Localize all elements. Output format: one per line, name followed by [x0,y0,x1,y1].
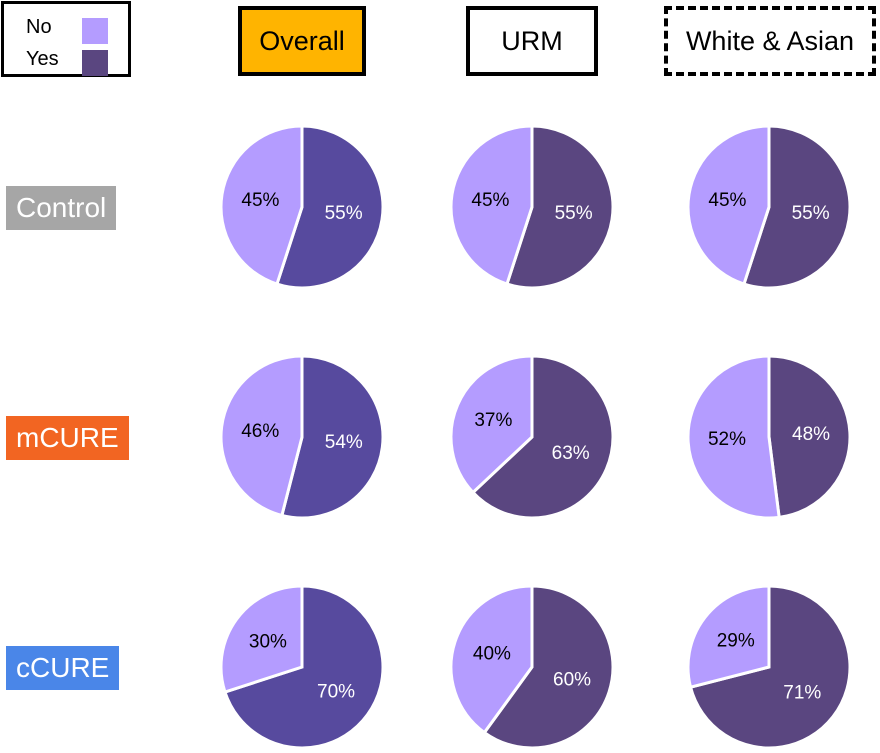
pie-ccure-overall-yes-label: 70% [317,681,355,702]
pie-mcure-white-asian: 52% 48% [686,354,852,520]
pie-mcure-overall: 46% 54% [219,354,385,520]
pie-control-urm: 45% 55% [449,124,615,290]
pie-control-white-asian: 45% 55% [686,124,852,290]
pie-mcure-urm-yes-slice [470,354,615,520]
pie-mcure-urm: 37% 63% [449,354,615,520]
pie-ccure-overall: 30% 70% [219,584,385,750]
legend: No Yes [1,1,131,77]
pie-ccure-overall-no-label: 30% [249,632,287,653]
pie-control-white-asian-yes-label: 55% [792,203,830,224]
legend-swatch-no [82,18,108,44]
pie-control-white-asian-no-label: 45% [708,190,746,211]
legend-swatch-yes [82,50,108,76]
legend-label-yes: Yes [26,48,59,70]
pie-ccure-white-asian-yes-label: 71% [783,682,821,703]
pie-mcure-urm-no-slice [449,354,534,495]
row-label-ccure: cCURE [6,646,120,690]
pie-ccure-overall-no-slice [219,584,304,694]
pie-mcure-urm-yes-label: 63% [552,443,590,464]
pie-control-urm-no-label: 45% [471,190,509,211]
pie-mcure-white-asian-no-slice [686,354,781,520]
pie-ccure-urm-no-label: 40% [473,643,511,664]
pie-mcure-white-asian-no-label: 52% [708,429,746,450]
pie-mcure-urm-no-label: 37% [474,410,512,431]
pie-mcure-overall-yes-slice [280,354,385,520]
pie-ccure-white-asian-no-label: 29% [717,631,755,652]
pie-control-urm-yes-label: 55% [555,203,593,224]
pie-control-overall-yes-label: 55% [325,203,363,224]
pie-mcure-overall-yes-label: 54% [325,432,363,453]
row-label-control: Control [6,186,117,230]
pie-ccure-urm-yes-label: 60% [553,670,591,691]
pie-mcure-overall-no-label: 46% [241,421,279,442]
legend-item-no: No [4,12,128,44]
pie-mcure-overall-no-slice [219,354,304,518]
pie-ccure-white-asian: 29% 71% [686,584,852,750]
pie-ccure-urm-yes-slice [482,584,615,750]
pie-ccure-urm: 40% 60% [449,584,615,750]
pie-control-urm-no-slice [449,124,534,286]
column-header-urm: URM [466,6,598,76]
legend-item-yes: Yes [4,44,128,76]
pie-control-white-asian-no-slice [686,124,771,286]
pie-ccure-urm-no-slice [449,584,534,735]
pie-ccure-overall-yes-slice [223,584,385,750]
pie-mcure-white-asian-yes-label: 48% [792,424,830,445]
column-header-overall: Overall [238,6,366,76]
pie-control-overall-no-slice [219,124,304,286]
pie-control-overall-no-label: 45% [241,190,279,211]
legend-label-no: No [26,16,52,38]
row-label-mcure: mCURE [6,416,129,460]
column-header-white-asian: White & Asian [664,6,876,76]
pie-ccure-white-asian-no-slice [686,584,771,689]
pie-control-overall: 45% 55% [219,124,385,290]
pie-mcure-white-asian-yes-slice [767,354,852,520]
